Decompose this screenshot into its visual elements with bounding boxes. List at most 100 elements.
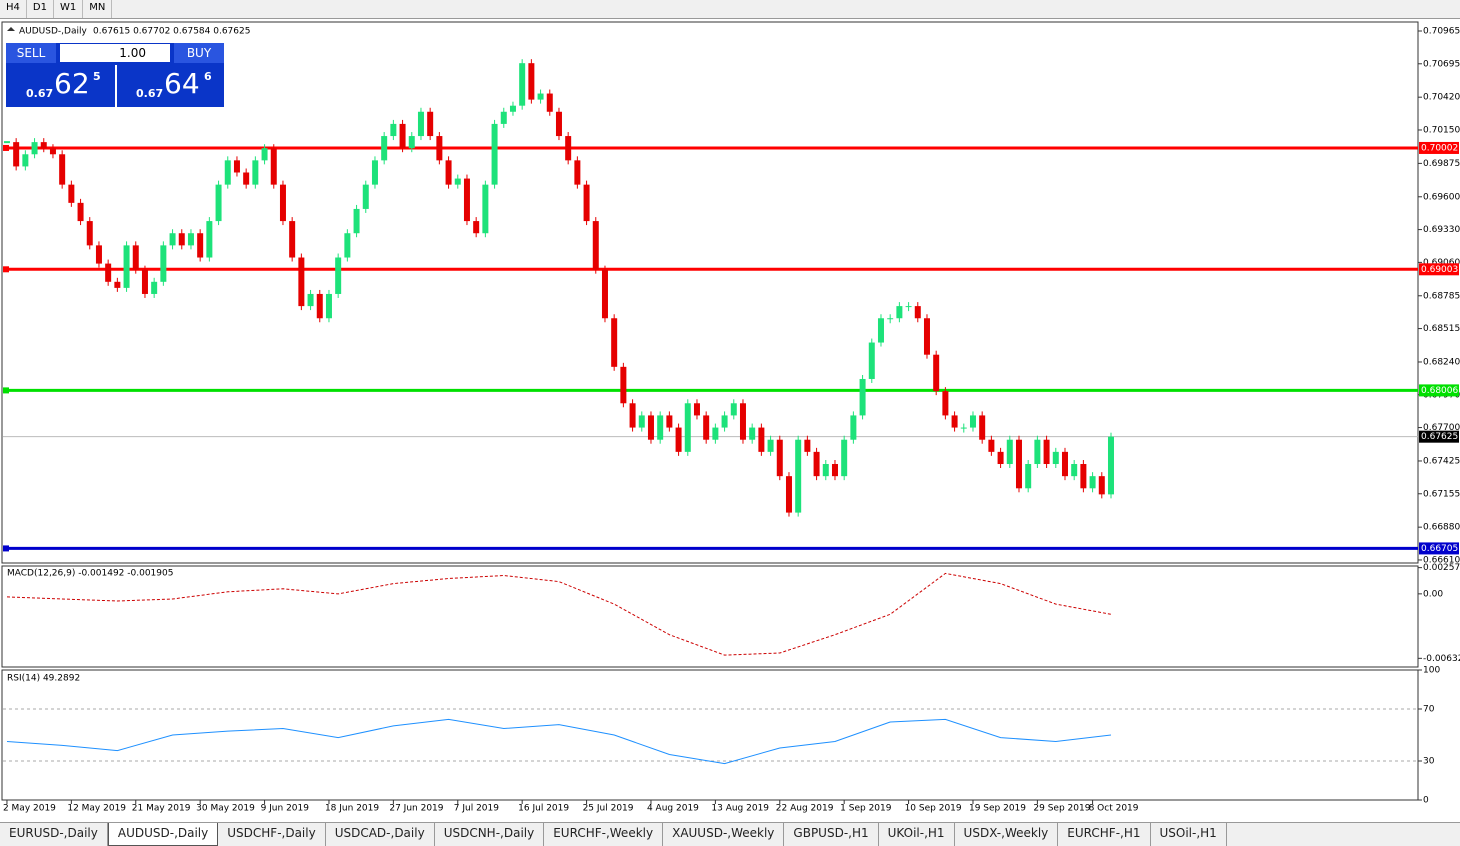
- chart-tab[interactable]: USDCHF-,Daily: [218, 823, 326, 846]
- y-tick-label: 0.70150: [1423, 125, 1460, 135]
- candle: [546, 93, 553, 112]
- candle: [822, 464, 829, 477]
- candle: [390, 123, 397, 137]
- candle: [279, 184, 286, 222]
- candle: [528, 63, 535, 100]
- candle: [224, 160, 231, 185]
- buy-button[interactable]: BUY: [174, 43, 224, 63]
- y-tick-label: 0.70420: [1423, 93, 1460, 103]
- candle: [49, 148, 56, 155]
- candle: [132, 245, 139, 270]
- level-handle: [3, 545, 9, 552]
- chart-tab[interactable]: EURUSD-,Daily: [0, 823, 108, 846]
- level-handle: [3, 144, 9, 151]
- candle: [362, 184, 369, 209]
- candle: [933, 354, 940, 392]
- candle: [463, 178, 470, 222]
- y-tick-label: 0.69875: [1423, 159, 1460, 169]
- candle: [942, 391, 949, 416]
- level-label: 0.69003: [1421, 265, 1458, 275]
- chart-tab[interactable]: EURCHF-,H1: [1058, 823, 1151, 846]
- candle: [592, 221, 599, 270]
- sell-pips: 62: [54, 67, 90, 100]
- chart-tab[interactable]: USOil-,H1: [1151, 823, 1227, 846]
- chart-tab[interactable]: USDCNH-,Daily: [435, 823, 545, 846]
- candle: [951, 415, 958, 428]
- candle: [22, 154, 29, 167]
- candle: [703, 415, 710, 440]
- candle: [657, 415, 664, 440]
- candle: [316, 293, 323, 319]
- chart: AUDUSD-,Daily 0.67615 0.67702 0.67584 0.…: [1, 21, 1460, 814]
- lot-input[interactable]: 1.00: [60, 44, 170, 62]
- candle: [151, 281, 158, 294]
- x-tick-label: 21 May 2019: [132, 804, 191, 814]
- x-tick-label: 8 Oct 2019: [1089, 804, 1139, 814]
- candle: [105, 263, 112, 282]
- chart-tab[interactable]: GBPUSD-,H1: [784, 823, 879, 846]
- chart-tab[interactable]: EURCHF-,Weekly: [544, 823, 664, 846]
- candle: [850, 415, 857, 440]
- sell-price-big: 0.67: [26, 87, 54, 100]
- candle: [436, 136, 443, 161]
- timeframe-button[interactable]: H4: [0, 0, 27, 18]
- candle: [997, 451, 1004, 465]
- timeframe-button[interactable]: D1: [27, 0, 54, 18]
- candle: [298, 257, 305, 307]
- rsi-frame: [1, 669, 1419, 801]
- candle: [335, 257, 342, 294]
- candle: [693, 403, 700, 416]
- buy-fraction: 6: [204, 70, 212, 83]
- candle: [1061, 451, 1068, 477]
- candle: [721, 415, 728, 428]
- timeframe-bar: H4 D1 W1 MN: [0, 0, 1460, 19]
- candle: [905, 306, 912, 308]
- candle: [896, 306, 903, 319]
- level-label: 0.66705: [1421, 544, 1458, 554]
- level-box: [1419, 384, 1459, 397]
- candle: [178, 233, 185, 246]
- chart-tab[interactable]: USDX-,Weekly: [955, 823, 1059, 846]
- chart-tabs: EURUSD-,Daily AUDUSD-,Daily USDCHF-,Daily U…: [0, 822, 1460, 846]
- candle: [408, 136, 415, 149]
- macd-frame: [1, 565, 1419, 668]
- candle: [666, 415, 673, 428]
- candle: [77, 202, 84, 222]
- y-tick-label: 0.66610: [1423, 555, 1460, 565]
- candle: [565, 136, 572, 161]
- chart-tab[interactable]: AUDUSD-,Daily: [107, 823, 219, 846]
- candle: [445, 160, 452, 185]
- candle: [601, 269, 608, 319]
- candle: [123, 245, 130, 288]
- candle: [555, 111, 562, 137]
- candle: [1098, 476, 1105, 495]
- candle: [1080, 464, 1087, 489]
- chart-tab[interactable]: UKOil-,H1: [879, 823, 955, 846]
- level-handle: [3, 266, 9, 273]
- chart-tab[interactable]: USDCAD-,Daily: [326, 823, 435, 846]
- candle: [344, 233, 351, 258]
- candle: [877, 318, 884, 343]
- timeframe-button[interactable]: W1: [54, 0, 84, 18]
- timeframe-button[interactable]: MN: [83, 0, 113, 18]
- candle: [482, 184, 489, 234]
- candle: [233, 160, 240, 173]
- level-box: [1419, 141, 1459, 154]
- y-tick-label: -0.006320: [1423, 654, 1460, 664]
- y-tick-label: 0.66880: [1423, 523, 1460, 533]
- chart-tab[interactable]: XAUUSD-,Weekly: [663, 823, 785, 846]
- y-tick-label: 0.70965: [1423, 26, 1460, 36]
- sell-button[interactable]: SELL: [6, 43, 56, 63]
- candle: [289, 221, 296, 258]
- main-frame: [1, 21, 1419, 564]
- candle: [454, 178, 461, 185]
- candle: [804, 439, 811, 452]
- y-tick-label: 30: [1423, 757, 1435, 767]
- candle: [399, 123, 406, 149]
- x-tick-label: 19 Sep 2019: [969, 804, 1026, 814]
- candle: [509, 105, 516, 112]
- candle: [730, 403, 737, 416]
- y-tick-label: 0.68515: [1423, 324, 1460, 334]
- x-tick-label: 22 Aug 2019: [776, 804, 834, 814]
